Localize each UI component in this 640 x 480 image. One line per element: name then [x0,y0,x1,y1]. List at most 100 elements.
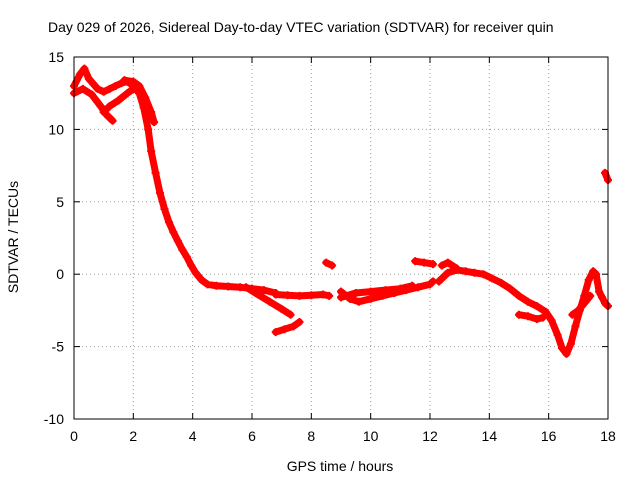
data-point [532,302,541,311]
series-lower [70,84,117,125]
data-point [75,70,84,79]
y-tick-label: 5 [56,194,64,210]
x-tick-label: 10 [363,428,379,444]
data-point [319,290,328,299]
plot-frame [73,56,609,420]
y-tick-label: 0 [56,266,64,282]
x-tick-label: 0 [70,428,78,444]
data-point [178,245,187,254]
series-mid-dot-2 [411,257,437,269]
data-point [592,270,601,279]
x-tick-label: 16 [541,428,557,444]
x-tick-label: 6 [248,428,256,444]
data-point [111,81,120,90]
series-branch-b [271,317,304,337]
data-point [87,90,96,99]
series-afternoon-2 [515,310,547,324]
data-point [265,297,274,306]
series-right-peak [120,76,159,127]
data-point [479,270,488,279]
data-point [259,286,268,295]
data-point [203,280,212,289]
data-point [191,268,200,277]
data-point [411,257,420,266]
data-point [123,89,132,98]
x-ticks: 0 2 4 6 8 10 12 14 16 18 [70,57,616,444]
data-point [547,316,556,325]
data-point [538,313,547,322]
data-point [295,317,304,326]
x-axis-label: GPS time / hours [287,458,394,474]
data-point [147,108,156,117]
data-point [289,322,298,331]
data-point [515,310,523,319]
data-point [156,189,165,198]
x-tick-label: 18 [600,428,616,444]
data-point [337,293,345,302]
data-point [366,294,375,303]
data-point [461,267,470,276]
data-point [437,261,446,270]
series-mid-upper [337,281,417,302]
data-point [408,281,417,290]
data-point [295,291,304,300]
y-tick-label: 15 [48,49,64,65]
data-point [108,116,117,125]
data-point [277,304,286,313]
data-point [80,64,89,73]
data-point [414,283,423,292]
data-point [381,286,390,295]
data-point [580,299,589,308]
data-point [129,77,138,86]
series-upper [70,64,280,298]
series-mid [271,290,334,300]
data-point [497,278,506,287]
series-late-drop [568,291,595,319]
data-point [160,205,169,214]
data-point [328,261,337,270]
series-end-spike [601,168,612,185]
data-point [280,325,289,334]
data-point [114,96,123,105]
data-point [571,322,580,331]
x-tick-label: 2 [129,428,137,444]
data-point [523,297,532,306]
data-point [224,282,233,291]
data-point [96,102,105,111]
data-point [135,81,144,90]
data-point [147,147,156,156]
data-point [595,287,604,296]
x-tick-label: 14 [482,428,498,444]
data-point [541,307,550,316]
data-point [197,275,206,284]
y-ticks: -10 -5 0 5 10 15 [44,49,608,427]
data-point [574,306,583,315]
data-point [151,168,160,177]
data-point [322,258,331,267]
data-point [584,275,593,284]
data-point [150,118,159,127]
data-point [99,87,108,96]
data-point [515,291,523,300]
y-tick-label: 10 [48,121,64,137]
data-point [558,344,567,353]
data-point [144,125,153,134]
data-point [182,252,191,261]
data-point [164,218,173,227]
grid [74,57,608,419]
data-point [428,260,437,269]
series-line [337,277,437,306]
data-point [307,291,316,300]
data-point [506,284,515,293]
data-point [286,310,295,319]
data-point [187,261,196,270]
data-point [212,281,221,290]
y-tick-label: -10 [44,411,64,427]
data-point [105,84,114,93]
series-afternoon [434,265,612,358]
series-afternoon-dot [437,258,461,273]
data-point [366,287,375,296]
data-point [562,349,571,358]
series-mid-dot [322,258,337,270]
series-line [272,318,303,336]
